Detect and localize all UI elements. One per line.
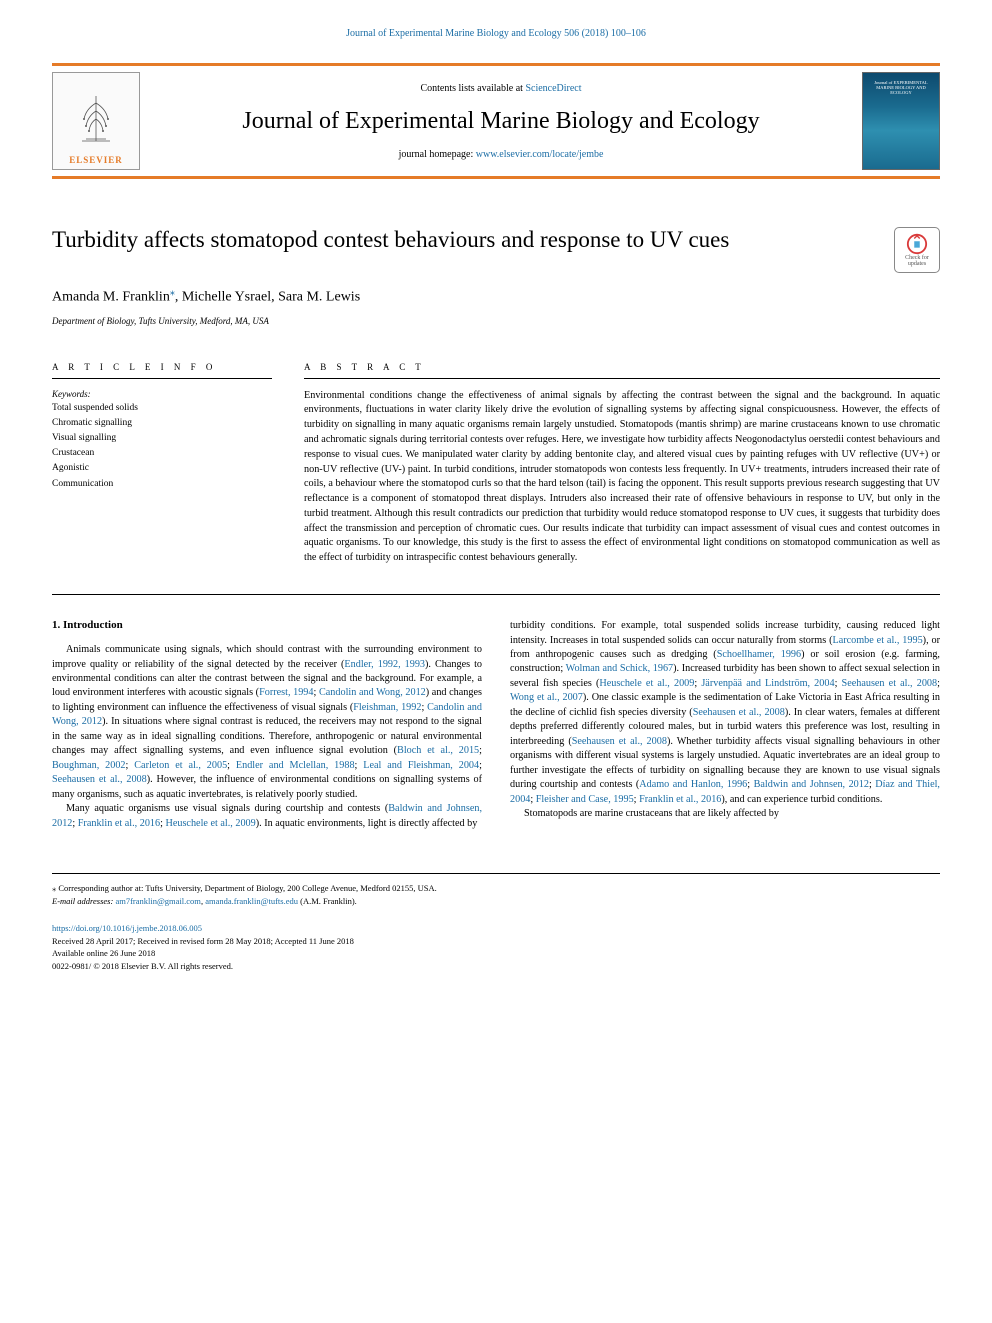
ref-link[interactable]: Seehausen et al., 2008 xyxy=(572,736,667,747)
t: ; xyxy=(479,760,482,771)
copyright-line: 0022-0981/ © 2018 Elsevier B.V. All righ… xyxy=(52,960,940,973)
ref-link[interactable]: Endler and Mclellan, 1988 xyxy=(236,760,355,771)
t: ; xyxy=(355,760,364,771)
keyword-item: Agonistic xyxy=(52,461,272,476)
abstract-heading: A B S T R A C T xyxy=(304,362,940,379)
t: Many aquatic organisms use visual signal… xyxy=(66,803,388,814)
t: ). In aquatic environments, light is dir… xyxy=(256,818,478,829)
citation-link[interactable]: Journal of Experimental Marine Biology a… xyxy=(52,28,940,39)
authors-line: Amanda M. Franklin⁎, Michelle Ysrael, Sa… xyxy=(52,287,940,306)
abstract-column: A B S T R A C T Environmental conditions… xyxy=(304,362,940,566)
keyword-item: Crustacean xyxy=(52,446,272,461)
body-columns: 1. Introduction Animals communicate usin… xyxy=(52,619,940,831)
t: ; xyxy=(227,760,236,771)
badge-line2: updates xyxy=(908,261,926,267)
keyword-item: Visual signalling xyxy=(52,431,272,446)
journal-cover-thumb[interactable]: Journal of EXPERIMENTAL MARINE BIOLOGY A… xyxy=(862,72,940,170)
keyword-item: Communication xyxy=(52,477,272,492)
ref-link[interactable]: Larcombe et al., 1995 xyxy=(832,635,922,646)
contents-prefix: Contents lists available at xyxy=(420,83,525,94)
keyword-item: Total suspended solids xyxy=(52,401,272,416)
ref-link[interactable]: Boughman, 2002 xyxy=(52,760,126,771)
footnotes: ⁎ Corresponding author at: Tufts Univers… xyxy=(52,873,940,908)
ref-link[interactable]: Wong et al., 2007 xyxy=(510,692,583,703)
email-suffix: (A.M. Franklin). xyxy=(298,896,357,906)
ref-link[interactable]: Leal and Fleishman, 2004 xyxy=(363,760,479,771)
ref-link[interactable]: Baldwin and Johnsen, 2012 xyxy=(754,779,869,790)
intro-heading: 1. Introduction xyxy=(52,619,482,631)
ref-link[interactable]: Seehausen et al., 2008 xyxy=(52,774,147,785)
t: ; xyxy=(937,678,940,689)
ref-link[interactable]: Forrest, 1994 xyxy=(259,687,313,698)
journal-name: Journal of Experimental Marine Biology a… xyxy=(156,108,846,135)
cover-thumb-text: Journal of EXPERIMENTAL MARINE BIOLOGY A… xyxy=(867,81,935,96)
ref-link[interactable]: Seehausen et al., 2008 xyxy=(693,707,785,718)
title-row: Turbidity affects stomatopod contest beh… xyxy=(52,227,940,273)
ref-link[interactable]: Heuschele et al., 2009 xyxy=(599,678,694,689)
keywords-label: Keywords: xyxy=(52,389,272,399)
publisher-logo[interactable]: ELSEVIER xyxy=(52,72,140,170)
intro-text-left: Animals communicate using signals, which… xyxy=(52,643,482,831)
affiliation: Department of Biology, Tufts University,… xyxy=(52,316,940,326)
doi-block: https://doi.org/10.1016/j.jembe.2018.06.… xyxy=(52,922,940,973)
article-title: Turbidity affects stomatopod contest beh… xyxy=(52,227,729,253)
publisher-logo-text: ELSEVIER xyxy=(69,155,123,165)
author-1: Amanda M. Franklin xyxy=(52,290,170,305)
info-abstract-row: A R T I C L E I N F O Keywords: Total su… xyxy=(52,362,940,566)
intro-text-right: turbidity conditions. For example, total… xyxy=(510,619,940,822)
journal-info-block: Contents lists available at ScienceDirec… xyxy=(156,83,846,160)
available-online: Available online 26 June 2018 xyxy=(52,947,940,960)
ref-link[interactable]: Fleisher and Case, 1995 xyxy=(536,794,634,805)
email-label: E-mail addresses: xyxy=(52,896,115,906)
ref-link[interactable]: Bloch et al., 2015 xyxy=(397,745,479,756)
email-link-1[interactable]: am7franklin@gmail.com xyxy=(115,896,201,906)
ref-link[interactable]: Franklin et al., 2016 xyxy=(78,818,160,829)
keywords-list: Total suspended solids Chromatic signall… xyxy=(52,401,272,492)
email-line: E-mail addresses: am7franklin@gmail.com,… xyxy=(52,895,940,908)
ref-link[interactable]: Heuschele et al., 2009 xyxy=(166,818,256,829)
ref-link[interactable]: Adamo and Hanlon, 1996 xyxy=(639,779,747,790)
contents-list-line: Contents lists available at ScienceDirec… xyxy=(156,83,846,94)
section-divider xyxy=(52,594,940,595)
t: ), and can experience turbid conditions. xyxy=(721,794,882,805)
corresponding-author: ⁎ Corresponding author at: Tufts Univers… xyxy=(52,882,940,895)
ref-link[interactable]: Candolin and Wong, 2012 xyxy=(319,687,426,698)
crossmark-icon xyxy=(906,233,928,255)
homepage-line: journal homepage: www.elsevier.com/locat… xyxy=(156,149,846,160)
ref-link[interactable]: Seehausen et al., 2008 xyxy=(842,678,938,689)
email-link-2[interactable]: amanda.franklin@tufts.edu xyxy=(205,896,298,906)
homepage-url[interactable]: www.elsevier.com/locate/jembe xyxy=(476,149,604,160)
t: Stomatopods are marine crustaceans that … xyxy=(510,807,940,821)
ref-link[interactable]: Wolman and Schick, 1967 xyxy=(566,663,674,674)
homepage-prefix: journal homepage: xyxy=(399,149,476,160)
doi-link[interactable]: https://doi.org/10.1016/j.jembe.2018.06.… xyxy=(52,923,202,933)
ref-link[interactable]: Endler, 1992, 1993 xyxy=(344,659,425,670)
body-column-right: turbidity conditions. For example, total… xyxy=(510,619,940,831)
t: ; xyxy=(835,678,842,689)
ref-link[interactable]: Järvenpää and Lindström, 2004 xyxy=(701,678,834,689)
t: ; xyxy=(479,745,482,756)
ref-link[interactable]: Schoellhamer, 1996 xyxy=(717,649,801,660)
article-info-heading: A R T I C L E I N F O xyxy=(52,362,272,379)
elsevier-tree-icon xyxy=(66,91,126,151)
ref-link[interactable]: Franklin et al., 2016 xyxy=(639,794,721,805)
ref-link[interactable]: Fleishman, 1992 xyxy=(353,702,421,713)
sciencedirect-link[interactable]: ScienceDirect xyxy=(525,83,581,94)
body-column-left: 1. Introduction Animals communicate usin… xyxy=(52,619,482,831)
article-info-column: A R T I C L E I N F O Keywords: Total su… xyxy=(52,362,272,566)
received-dates: Received 28 April 2017; Received in revi… xyxy=(52,935,940,948)
abstract-text: Environmental conditions change the effe… xyxy=(304,389,940,566)
ref-link[interactable]: Carleton et al., 2005 xyxy=(134,760,227,771)
authors-rest: , Michelle Ysrael, Sara M. Lewis xyxy=(175,290,360,305)
journal-header-bar: ELSEVIER Contents lists available at Sci… xyxy=(52,63,940,179)
t: ; xyxy=(126,760,135,771)
check-updates-badge[interactable]: Check for updates xyxy=(894,227,940,273)
keyword-item: Chromatic signalling xyxy=(52,416,272,431)
